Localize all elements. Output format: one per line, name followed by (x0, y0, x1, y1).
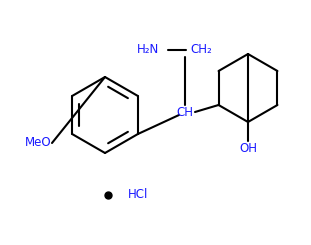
Text: H₂N: H₂N (137, 44, 159, 57)
Text: HCl: HCl (128, 188, 148, 201)
Text: CH: CH (177, 106, 193, 119)
Text: OH: OH (239, 142, 257, 155)
Text: MeO: MeO (25, 136, 51, 149)
Text: CH₂: CH₂ (190, 44, 212, 57)
